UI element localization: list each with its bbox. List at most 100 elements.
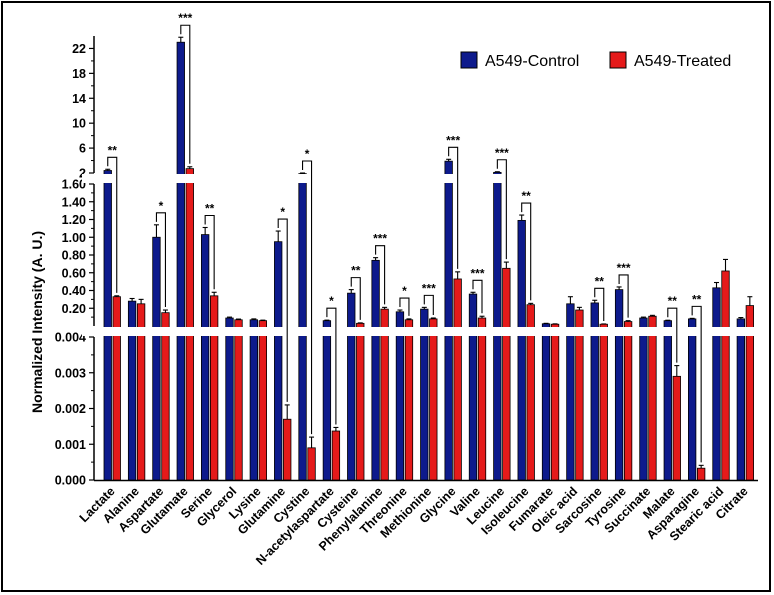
significance-label: *** [495,146,509,160]
bar-treated [283,418,292,481]
y-axis-label: Normalized Intensity (A. U.) [29,231,45,413]
significance-bracket [472,279,483,314]
significance-label: * [280,205,285,219]
significance-label: * [402,284,407,298]
y-tick-label: 22 [72,42,86,56]
bar-treated [477,317,487,481]
y-tick-label: 1.60 [62,178,86,192]
significance-label: *** [422,281,436,295]
significance-label: * [305,147,310,161]
bar-treated [648,315,657,481]
bar-treated [453,278,462,481]
y-tick-label: 0.004 [55,331,86,345]
bar-treated [623,321,633,481]
y-tick-label: 0.002 [55,402,86,416]
bar-control [249,319,259,481]
y-tick-label: 1.40 [62,195,86,209]
bar-control [614,289,624,481]
y-tick-label: 10 [72,117,86,131]
bar-control [225,317,234,481]
bar-control [200,234,210,481]
bar-control [639,317,648,481]
bar-treated [356,322,365,481]
bar-treated [258,320,268,481]
significance-bracket [691,305,702,463]
bar-treated [429,318,438,481]
y-tick-label: 1.20 [62,213,86,227]
significance-bracket [618,274,629,318]
bar-treated [721,270,730,481]
significance-label: ** [205,201,215,215]
significance-label: * [159,199,164,213]
chart-legend: A549-Control A549-Treated [460,51,731,70]
significance-bracket [107,156,118,293]
bar-control [663,320,672,481]
significance-label: ** [522,189,532,203]
significance-bracket [204,214,215,290]
bar-treated [112,296,121,481]
significance-bracket [375,245,386,305]
bar-treated [185,168,194,481]
significance-bracket [350,277,361,320]
significance-label: ** [668,294,678,308]
bar-control [176,41,185,481]
bar-control [395,311,405,481]
bar-control [493,171,502,481]
significance-label: ** [595,274,605,288]
y-tick-label: 0.001 [55,438,86,452]
y-tick-label: 0.000 [55,474,86,488]
legend-label-control: A549-Control [485,53,579,70]
bar-control [152,236,161,481]
y-tick-label: 0.003 [55,366,86,380]
bar-control [517,219,526,481]
bar-treated [404,319,414,481]
significance-bracket [277,218,288,402]
significance-label: *** [446,133,460,147]
y-tick-label: 6 [79,142,86,156]
bar-treated [550,323,560,481]
legend-swatch-treated [609,51,627,69]
y-tick-label: 0.40 [62,284,86,298]
bar-control [347,292,356,481]
significance-bracket [155,212,166,308]
bar-control [444,160,453,481]
significance-brackets: ******** ********* ********************* ** [107,11,702,463]
bar-treated [331,430,341,481]
bar-control [541,323,551,481]
y-tick-label: 0.60 [62,266,86,280]
significance-label: * [329,294,334,308]
bar-control [736,318,745,481]
bar-control [688,318,697,481]
y-tick-label: 1.00 [62,231,86,245]
y-tick-label: 2 [79,167,86,181]
bar-treated [599,323,608,481]
significance-bracket [496,159,507,260]
bar-control [298,173,307,481]
significance-label: ** [351,264,361,278]
significance-label: ** [692,292,702,306]
legend-label-treated: A549-Treated [634,53,731,70]
y-tick-label: 0.20 [62,302,86,316]
chart-axes: 0.000 0.001 0.002 0.003 0.004 0.20 0.40 0.60 0.8… [55,36,758,488]
y-tick-label: 14 [72,92,86,106]
significance-label: *** [178,11,192,25]
y-tick-label: 0.80 [62,249,86,263]
y-tick-label: 18 [72,67,86,81]
bar-treated [672,375,681,481]
bar-treated [697,467,706,481]
bar-control [468,293,478,481]
bar-control [712,287,721,481]
legend-swatch-control [460,51,478,69]
bar-treated [161,312,170,481]
significance-bracket [423,294,434,316]
bar-treated [307,447,316,481]
significance-bracket [448,146,459,269]
bar-control [371,259,380,481]
chart-bars [82,36,762,481]
significance-bracket [180,24,191,164]
bar-treated [209,295,219,481]
significance-label: *** [373,232,387,246]
significance-bracket [399,297,410,316]
